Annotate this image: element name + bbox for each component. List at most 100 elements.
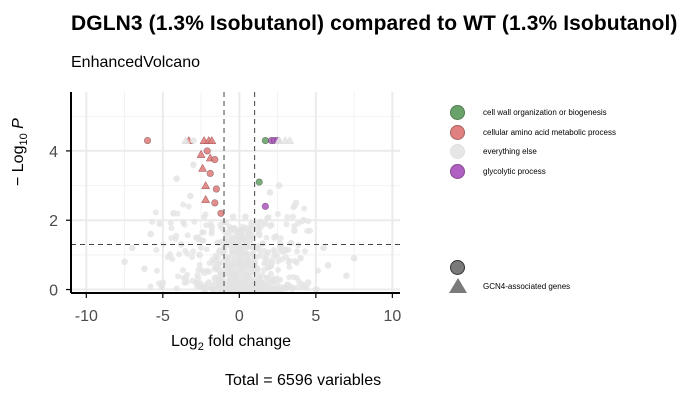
legend-swatch (450, 124, 465, 140)
legend-shape-circle (450, 260, 465, 275)
data-point (255, 178, 263, 186)
cloud-point (241, 276, 248, 283)
data-point-triangle (207, 136, 217, 144)
data-point-triangle (285, 136, 295, 144)
legend-label: glycolytic process (483, 166, 546, 176)
data-point-triangle (196, 149, 206, 158)
cloud-point (217, 221, 224, 228)
cloud-point (294, 284, 301, 291)
cloud-point (315, 267, 322, 274)
cloud-point (180, 201, 187, 208)
cloud-point (179, 267, 186, 274)
cloud-point (313, 286, 320, 293)
legend-label: cellular amino acid metabolic process (483, 127, 616, 137)
cloud-point (214, 264, 221, 271)
data-point (261, 136, 269, 145)
cloud-point (301, 248, 308, 255)
grid-major (71, 92, 400, 293)
data-point (255, 230, 263, 238)
cloud-point (266, 263, 273, 270)
cloud-point (149, 218, 156, 225)
cloud-point (224, 271, 231, 278)
cloud-point (199, 267, 206, 274)
data-point (292, 199, 300, 207)
data-point (320, 244, 327, 252)
cloud-point (194, 279, 201, 286)
cloud-point (172, 236, 179, 243)
cloud-point (230, 283, 237, 290)
cloud-point (249, 265, 256, 272)
cloud-point (263, 252, 270, 259)
data-point (211, 155, 219, 164)
data-point (242, 213, 249, 221)
cloud-point (189, 253, 196, 260)
cloud-point (265, 281, 272, 288)
cloud-point (284, 214, 291, 221)
cloud-point (301, 205, 308, 212)
axes: -10 -5 0 5 10 0 2 4 (49, 92, 401, 325)
data-point (206, 169, 214, 178)
cloud-point (184, 250, 191, 257)
cloud-point (293, 274, 300, 281)
cloud-point (203, 246, 210, 253)
data-point (262, 220, 269, 227)
data-point (271, 234, 278, 241)
data-point (217, 209, 225, 217)
data-point (248, 220, 255, 227)
data-point (194, 234, 202, 241)
cloud-point (153, 247, 160, 254)
x-tick-label: -5 (156, 308, 170, 325)
cloud-point (271, 249, 278, 256)
data-point (237, 272, 245, 279)
cloud-point (197, 244, 204, 251)
cloud-point (214, 254, 221, 261)
cloud-point (232, 249, 239, 256)
data-point (147, 230, 154, 238)
cloud-point (210, 259, 217, 266)
cloud-point (190, 248, 197, 255)
cloud-point (254, 267, 261, 274)
x-tick-label: -10 (75, 308, 98, 325)
cloud-point (201, 214, 208, 221)
data-point (266, 189, 274, 196)
cloud-point (257, 224, 264, 231)
cloud-point (169, 256, 176, 263)
data-point (141, 265, 148, 273)
cloud-point (272, 286, 279, 293)
cloud-point (294, 248, 301, 255)
legend-swatch (450, 105, 465, 120)
data-point (121, 258, 128, 266)
cloud-point (191, 218, 198, 225)
cloud-point (184, 232, 191, 239)
data-point (170, 209, 177, 217)
cloud-point (203, 222, 210, 229)
cloud-point (304, 227, 311, 234)
cloud-point (217, 282, 224, 289)
cloud-point (263, 234, 270, 241)
data-point (280, 248, 288, 255)
cloud-point (274, 210, 281, 217)
y-tick-label: 0 (49, 283, 58, 300)
cloud-point (180, 219, 187, 226)
cloud-point (246, 243, 253, 250)
cloud-point (303, 284, 310, 291)
data-point (128, 244, 136, 252)
cloud-point (200, 229, 207, 236)
cloud-point (270, 253, 277, 260)
cloud-point (275, 258, 282, 265)
data-points (121, 136, 358, 286)
data-point (350, 255, 358, 262)
cloud-point (277, 235, 284, 242)
data-point (156, 220, 164, 227)
cloud-point (247, 286, 254, 293)
cloud-point (152, 209, 159, 216)
cloud-point (291, 223, 298, 230)
cloud-point (293, 259, 300, 266)
cloud-point (209, 286, 216, 293)
cloud-point (176, 251, 183, 258)
cloud-point (286, 274, 293, 281)
cloud-point (243, 271, 250, 278)
cloud-point (206, 268, 213, 275)
cloud-point (199, 237, 206, 244)
cloud-point (264, 275, 271, 282)
